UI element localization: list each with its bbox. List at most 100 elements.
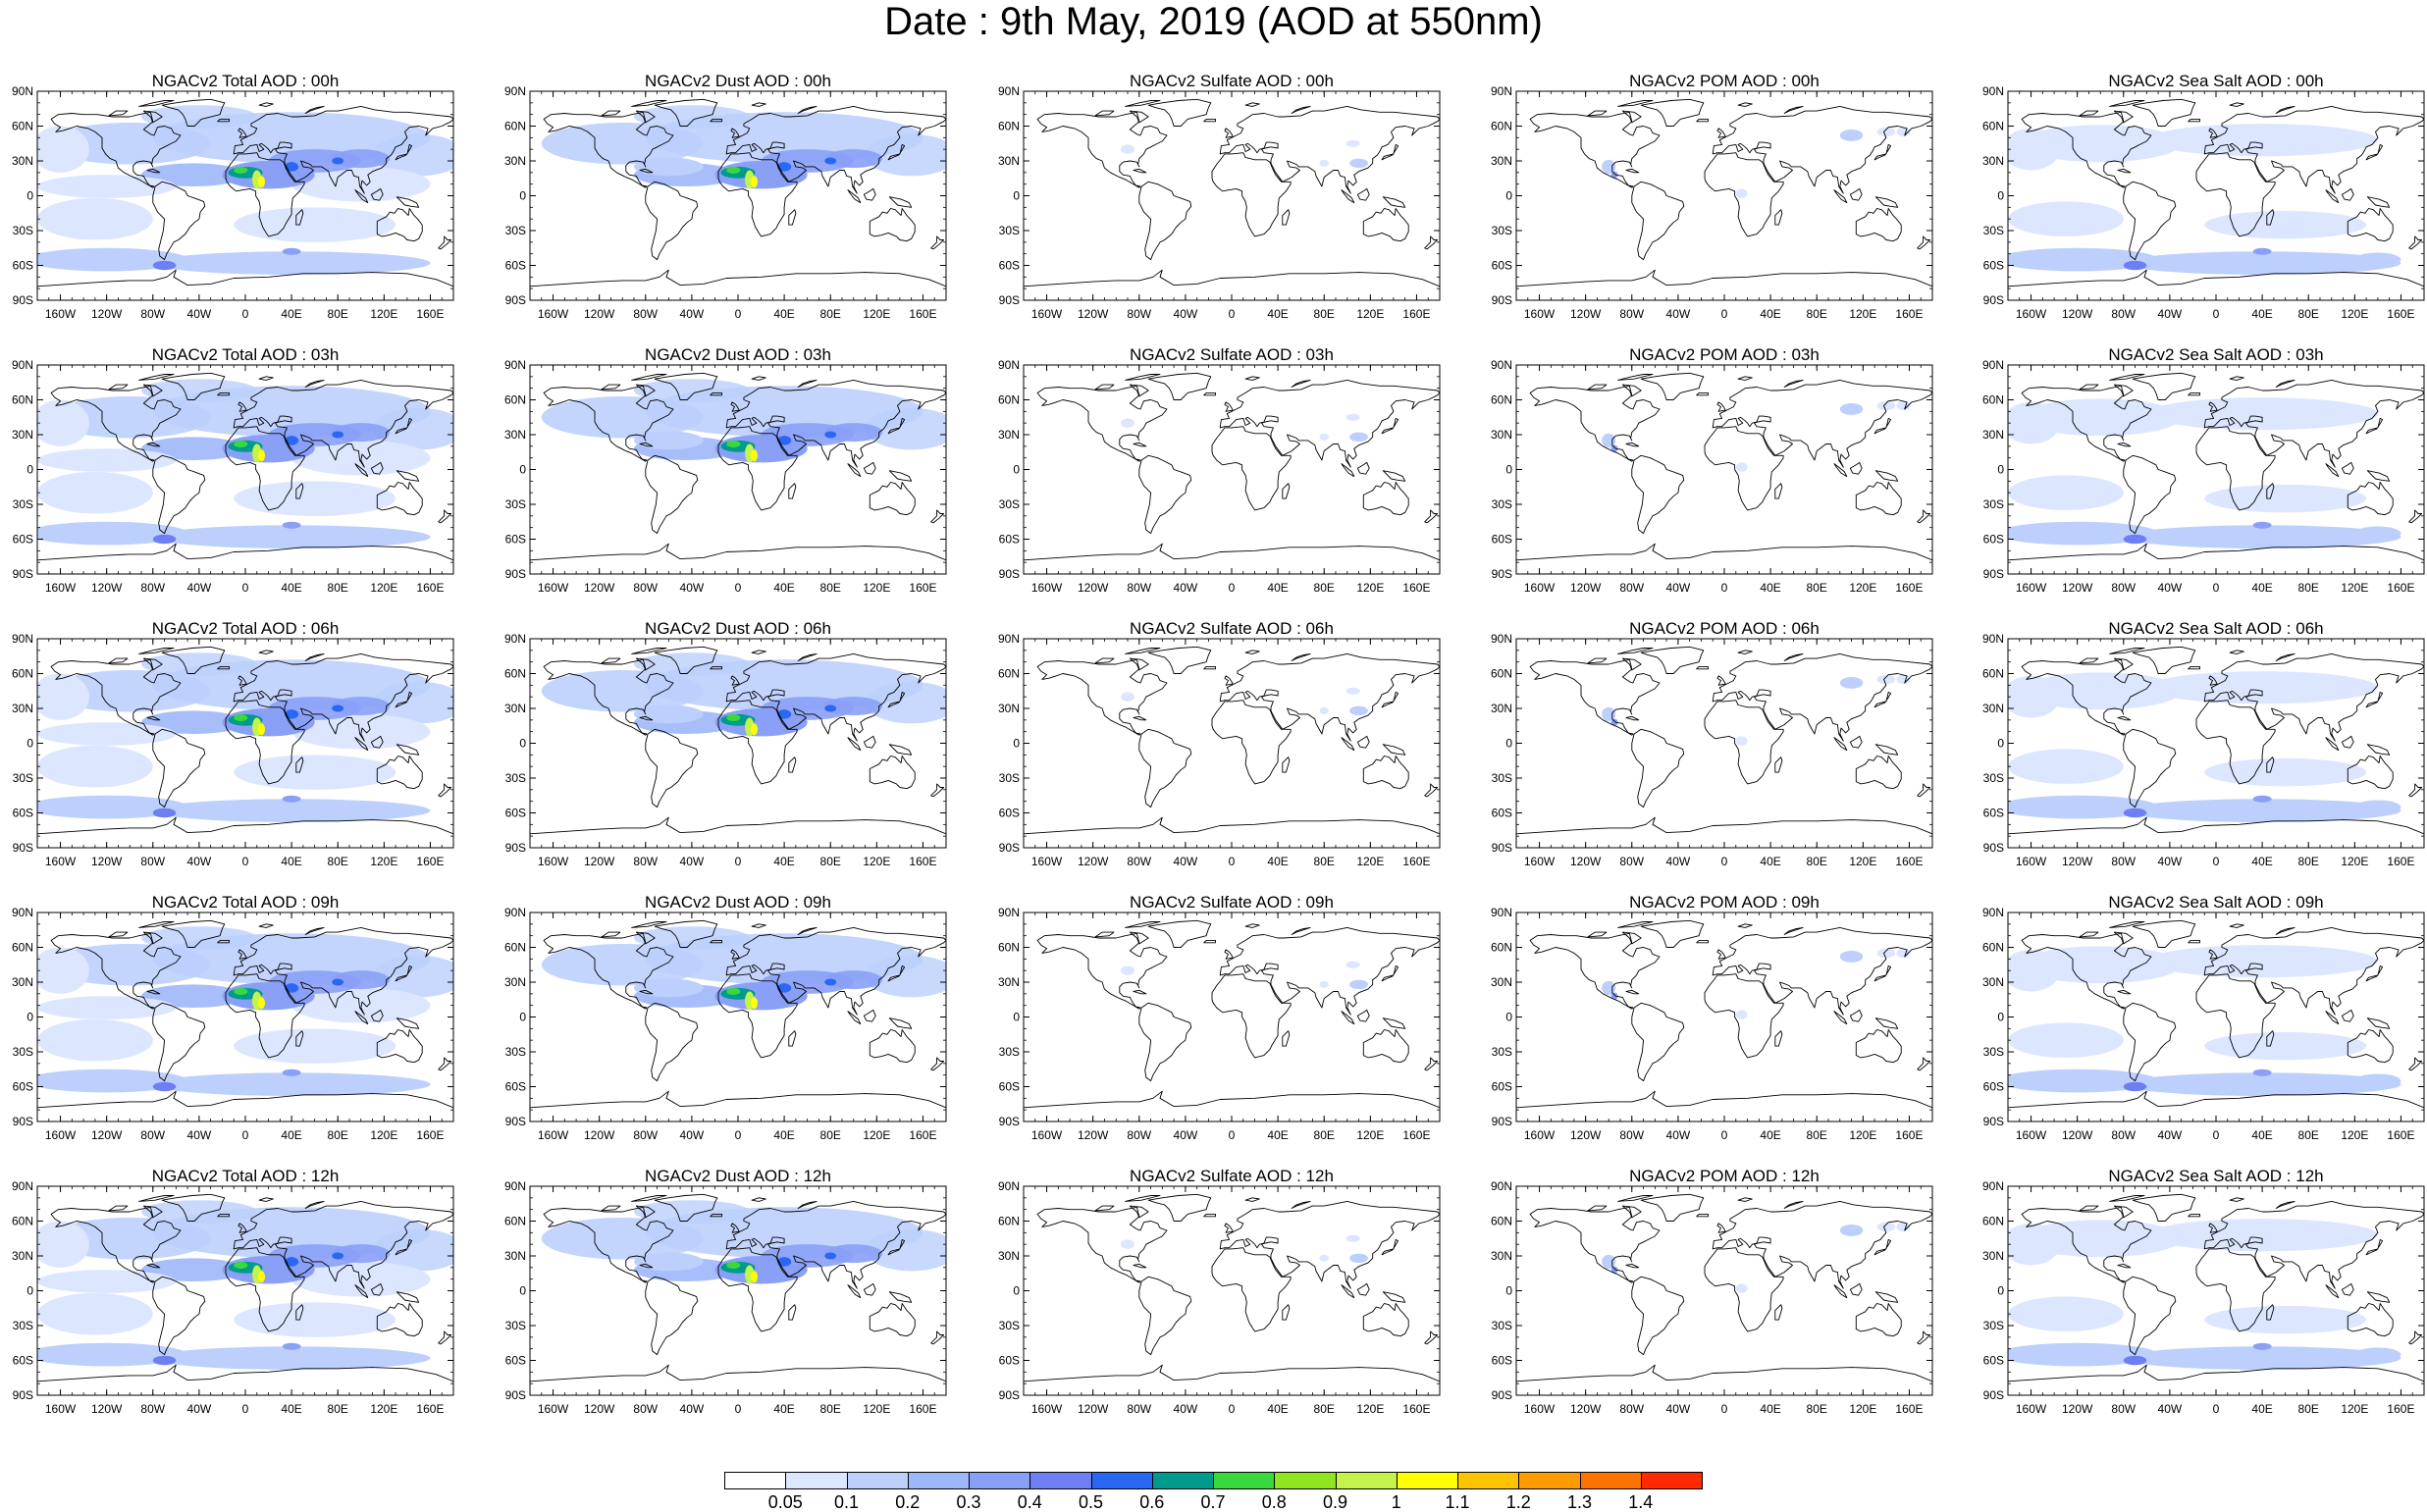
coastline-svalbard: [1244, 102, 1260, 107]
coastline-baffin: [2113, 384, 2134, 397]
lat-tick-label: 30S: [1983, 1045, 2004, 1059]
coastline-newguinea: [1874, 1017, 1899, 1029]
lat-tick-label: 90N: [1982, 1179, 2004, 1193]
lon-tick-label: 0: [1229, 1128, 1236, 1142]
coastline-svalbard: [2229, 102, 2244, 107]
lat-tick-label: 60S: [505, 533, 526, 547]
coastline-madagascar: [1282, 483, 1291, 499]
aerosol-plume: [2008, 1296, 2124, 1331]
aerosol-plume: [1120, 692, 1135, 702]
aerosol-plume: [2123, 251, 2401, 275]
world-map: 90N 60N 30N 0 30S 60S 90S 160W 120W 80W 40W 0 40E 80E…: [12, 358, 454, 595]
lat-tick-label: 30S: [13, 224, 33, 237]
coastline-iceland: [217, 665, 230, 670]
coastline-namerica: [543, 385, 674, 462]
coastline-iceland: [2188, 391, 2200, 396]
lon-tick-label: 80E: [2298, 855, 2319, 868]
aerosol-plume: [1319, 706, 1329, 714]
lon-tick-label: 80E: [1807, 1402, 1827, 1416]
aerosol-plume: [291, 987, 431, 1023]
lon-tick-label: 80W: [633, 307, 658, 321]
panel-title: NGACv2 Total AOD : 00h: [151, 72, 340, 90]
aerosol-plume: [291, 166, 431, 202]
coastline-namerica: [2021, 111, 2152, 188]
aerosol-plume: [2204, 1031, 2367, 1061]
lat-tick-label: 90N: [998, 906, 1020, 919]
lon-tick-label: 80E: [328, 581, 348, 595]
aerosol-plume: [2008, 1069, 2159, 1093]
lon-tick-label: 160W: [1524, 1128, 1556, 1142]
lon-tick-label: 80E: [820, 307, 841, 321]
coastline-victoria: [1094, 1205, 1115, 1212]
world-map: 90N 60N 30N 0 30S 60S 90S 160W 120W 80W 40W 0 40E 80E…: [1491, 358, 1933, 595]
coastline-namerica: [1529, 385, 1661, 462]
world-map: 90N 60N 30N 0 30S 60S 90S 160W 120W 80W 40W 0 40E 80E…: [998, 632, 1441, 868]
lat-tick-label: 90N: [504, 906, 526, 919]
aerosol-plume: [541, 669, 704, 712]
lat-tick-label: 0: [519, 1284, 526, 1298]
coastline-baffin: [635, 931, 656, 945]
coastline-iceland: [1696, 939, 1709, 944]
lon-tick-label: 160W: [2016, 855, 2047, 868]
aerosol-plume: [257, 1271, 266, 1283]
panel-title: NGACv2 POM AOD : 00h: [1629, 72, 1820, 90]
aerosol-plume: [282, 1069, 301, 1076]
world-map: 90N 60N 30N 0 30S 60S 90S 160W 120W 80W 40W 0 40E 80E…: [12, 906, 454, 1142]
lat-tick-label: 60N: [998, 393, 1020, 407]
panel-title: NGACv2 Dust AOD : 12h: [645, 1167, 831, 1185]
aerosol-plume: [141, 437, 245, 461]
lon-tick-label: 120W: [1570, 307, 1602, 321]
lat-tick-label: 0: [26, 1284, 33, 1298]
coastline-novaya: [1291, 926, 1311, 935]
lat-tick-label: 60N: [1982, 120, 2004, 133]
coastline-cuba: [2117, 715, 2132, 721]
aerosol-plume: [37, 745, 153, 788]
lon-tick-label: 160W: [1524, 581, 1556, 595]
lat-tick-label: 30N: [1982, 1249, 2004, 1263]
lon-tick-label: 120E: [1849, 307, 1876, 321]
lat-tick-label: 0: [1997, 1284, 2004, 1298]
aerosol-plume: [141, 710, 245, 735]
coastline-cuba: [1133, 715, 1147, 721]
coastline-borneo: [370, 735, 384, 749]
aerosol-plume: [37, 1221, 89, 1268]
aerosol-plume: [750, 449, 759, 462]
aerosol-plume: [152, 1072, 431, 1096]
coastline-ellesmere: [1125, 648, 1161, 654]
coastline-svalbard: [751, 1197, 766, 1202]
coastline-ellesmere: [1617, 1195, 1654, 1202]
coastline-baffin: [1621, 657, 1642, 671]
coastline-africa: [1211, 1247, 1292, 1332]
coastline-greenland: [2132, 98, 2196, 127]
aerosol-plume: [1319, 159, 1329, 167]
coastline-greenland: [654, 372, 718, 400]
coastline-newguinea: [1874, 744, 1899, 756]
aerosol-plume: [37, 1292, 153, 1335]
coastline-svalbard: [751, 650, 766, 654]
lon-tick-label: 0: [1229, 855, 1236, 868]
aerosol-plume: [1839, 1225, 1864, 1236]
coastline-uk: [1224, 1223, 1234, 1233]
coastline-borneo: [370, 1009, 384, 1022]
lat-tick-label: 90N: [1982, 632, 2004, 646]
aerosol-plume: [1876, 400, 1896, 411]
coastline-madagascar: [788, 756, 797, 773]
lat-tick-label: 0: [26, 737, 33, 751]
aerosol-plume: [1120, 418, 1135, 428]
coastline-uk: [237, 128, 247, 138]
aerosol-plume: [332, 970, 391, 990]
coastline-iceland: [710, 939, 722, 944]
colorbar-label: 0.5: [1078, 1492, 1104, 1512]
coastline-iceland: [2188, 1213, 2200, 1218]
aerosol-plume: [37, 521, 188, 546]
lon-tick-label: 40W: [1174, 307, 1198, 321]
lat-tick-label: 30S: [1492, 1319, 1512, 1332]
lon-tick-label: 80E: [2298, 307, 2319, 321]
lat-tick-label: 60N: [998, 667, 1020, 681]
lat-tick-label: 30N: [1491, 428, 1512, 442]
coastline-victoria: [2079, 1205, 2099, 1212]
aerosol-plume: [37, 795, 188, 819]
lon-tick-label: 160E: [416, 581, 444, 595]
aerosol-plume: [332, 704, 344, 712]
aerosol-plume: [2123, 534, 2147, 545]
